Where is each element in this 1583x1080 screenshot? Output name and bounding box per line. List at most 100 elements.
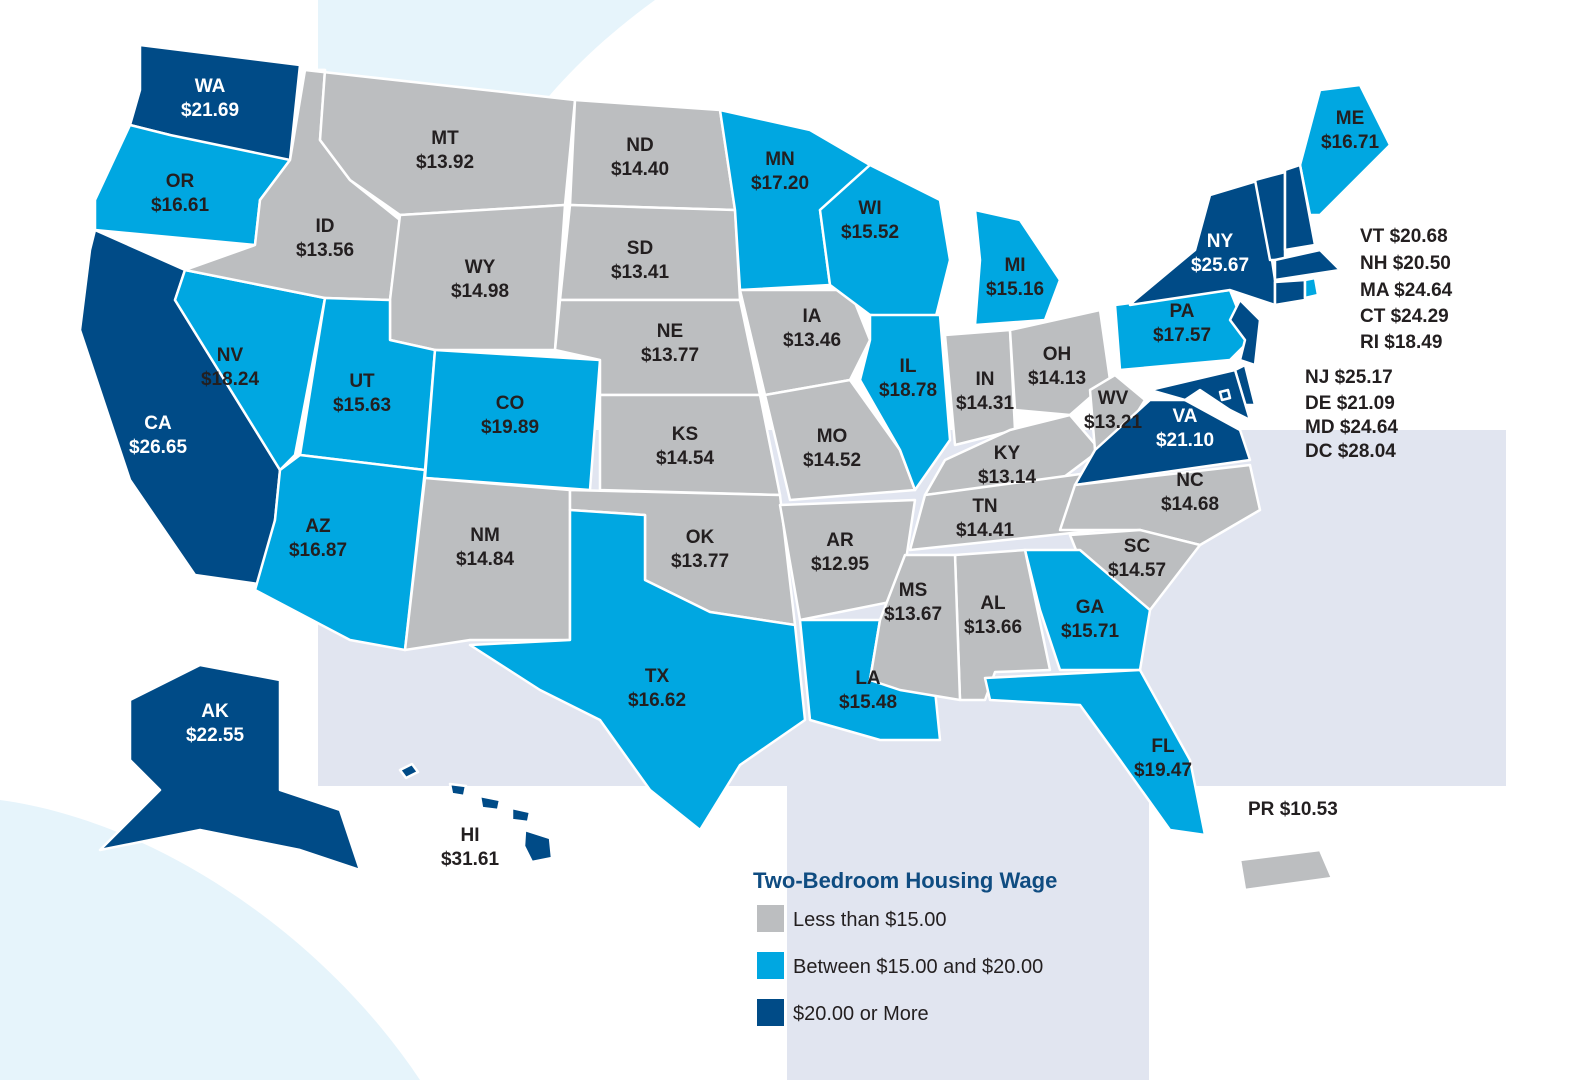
state-wage: $14.31 xyxy=(956,393,1015,414)
state-wage: $20.50 xyxy=(1393,253,1451,274)
state-wage: $15.48 xyxy=(839,692,897,713)
state-code: HI xyxy=(461,825,480,846)
state-code: MT xyxy=(431,128,459,149)
state-label: NH $20.50 xyxy=(1360,253,1451,274)
state-wage: $14.68 xyxy=(1161,494,1219,515)
state-wage: $14.52 xyxy=(803,450,861,471)
state-label: PR $10.53 xyxy=(1248,799,1338,820)
state-label: RI $18.49 xyxy=(1360,332,1442,353)
state-wage: $19.47 xyxy=(1134,760,1192,781)
state-shape xyxy=(983,668,1207,837)
state-code: NH xyxy=(1360,253,1387,274)
state-code: IL xyxy=(900,356,917,377)
state-code: AL xyxy=(980,593,1006,614)
state-wage: $15.71 xyxy=(1061,621,1120,642)
state-code: TN xyxy=(972,496,997,517)
state-code: VT xyxy=(1360,226,1385,247)
state-wage: $13.67 xyxy=(884,604,942,625)
state-shape xyxy=(738,288,872,397)
state-shape xyxy=(522,828,554,864)
state-code: SD xyxy=(627,238,653,259)
state-wage: $15.63 xyxy=(333,395,391,416)
state-label: MD $24.64 xyxy=(1305,417,1398,438)
state-wage: $14.40 xyxy=(611,159,669,180)
state-code: NM xyxy=(470,525,500,546)
state-shape xyxy=(478,794,502,812)
state-code: AR xyxy=(826,530,854,551)
state-shape xyxy=(973,208,1062,327)
legend-swatch xyxy=(757,905,784,932)
legend-label: $20.00 or More xyxy=(793,1003,929,1025)
state-wage: $21.10 xyxy=(1156,430,1214,451)
state-code: FL xyxy=(1151,736,1175,757)
state-shape xyxy=(98,663,362,872)
state-wage: $15.52 xyxy=(841,222,899,243)
state-wage: $13.56 xyxy=(296,240,354,261)
state-wage: $13.77 xyxy=(641,345,699,366)
state-wage: $25.67 xyxy=(1191,255,1249,276)
state-code: PR xyxy=(1248,799,1275,820)
state-code: CA xyxy=(144,413,172,434)
legend-label: Between $15.00 and $20.00 xyxy=(793,956,1043,978)
state-code: MN xyxy=(765,149,795,170)
state-code: VA xyxy=(1173,406,1198,427)
state-wage: $14.84 xyxy=(456,549,515,570)
state-wage: $21.69 xyxy=(181,100,239,121)
state-shape xyxy=(1148,368,1252,422)
legend-swatch xyxy=(757,952,784,979)
state-shape xyxy=(448,782,468,798)
state-code: MS xyxy=(899,580,928,601)
state-code: WI xyxy=(858,198,881,219)
state-code: WY xyxy=(465,257,496,278)
state-shape xyxy=(1218,388,1232,402)
state-code: MD xyxy=(1305,417,1335,438)
state-code: LA xyxy=(855,668,881,689)
state-code: SC xyxy=(1124,536,1151,557)
state-wage: $13.21 xyxy=(1084,412,1143,433)
state-wage: $13.46 xyxy=(783,330,841,351)
state-label: MA $24.64 xyxy=(1360,280,1453,301)
state-code: AZ xyxy=(305,516,331,537)
legend: Two-Bedroom Housing Wage Less than $15.0… xyxy=(753,868,1057,1026)
state-code: MI xyxy=(1004,255,1025,276)
state-shape xyxy=(468,508,807,832)
state-wage: $19.89 xyxy=(481,417,539,438)
state-code: RI xyxy=(1360,332,1379,353)
state-code: OR xyxy=(166,171,195,192)
state-wage: $24.64 xyxy=(1340,417,1399,438)
state-wage: $14.57 xyxy=(1108,560,1166,581)
state-code: TX xyxy=(645,666,670,687)
state-wage: $24.64 xyxy=(1394,280,1453,301)
state-labels: WA $21.69 OR $16.61 CA $26.65 NV $18.24 ID $13.56… xyxy=(129,76,1453,870)
state-wage: $31.61 xyxy=(441,849,500,870)
state-code: WV xyxy=(1098,388,1129,409)
state-code: AK xyxy=(201,701,229,722)
state-wage: $13.92 xyxy=(416,152,474,173)
state-code: ID xyxy=(316,216,335,237)
state-wage: $22.55 xyxy=(186,725,245,746)
state-shape xyxy=(868,553,962,702)
state-code: WA xyxy=(195,76,226,97)
state-code: NE xyxy=(657,321,683,342)
state-shape xyxy=(1273,278,1307,307)
bg-shape xyxy=(0,800,420,1080)
state-code: OH xyxy=(1043,344,1072,365)
state-wage: $14.98 xyxy=(451,281,509,302)
state-wage: $13.77 xyxy=(671,551,729,572)
state-wage: $16.71 xyxy=(1321,132,1380,153)
state-wage: $16.87 xyxy=(289,540,347,561)
state-wage: $14.54 xyxy=(656,448,715,469)
state-wage: $13.41 xyxy=(611,262,670,283)
state-label: DE $21.09 xyxy=(1305,393,1395,414)
state-wage: $15.16 xyxy=(986,279,1044,300)
state-shape xyxy=(1228,298,1262,367)
states xyxy=(78,43,1392,892)
state-code: MA xyxy=(1360,280,1390,301)
state-wage: $14.13 xyxy=(1028,368,1086,389)
state-code: KS xyxy=(672,424,698,445)
state-code: DE xyxy=(1305,393,1331,414)
state-shape xyxy=(1238,848,1334,892)
state-shape xyxy=(1128,178,1277,307)
state-shape xyxy=(403,476,572,652)
state-wage: $18.78 xyxy=(879,380,937,401)
